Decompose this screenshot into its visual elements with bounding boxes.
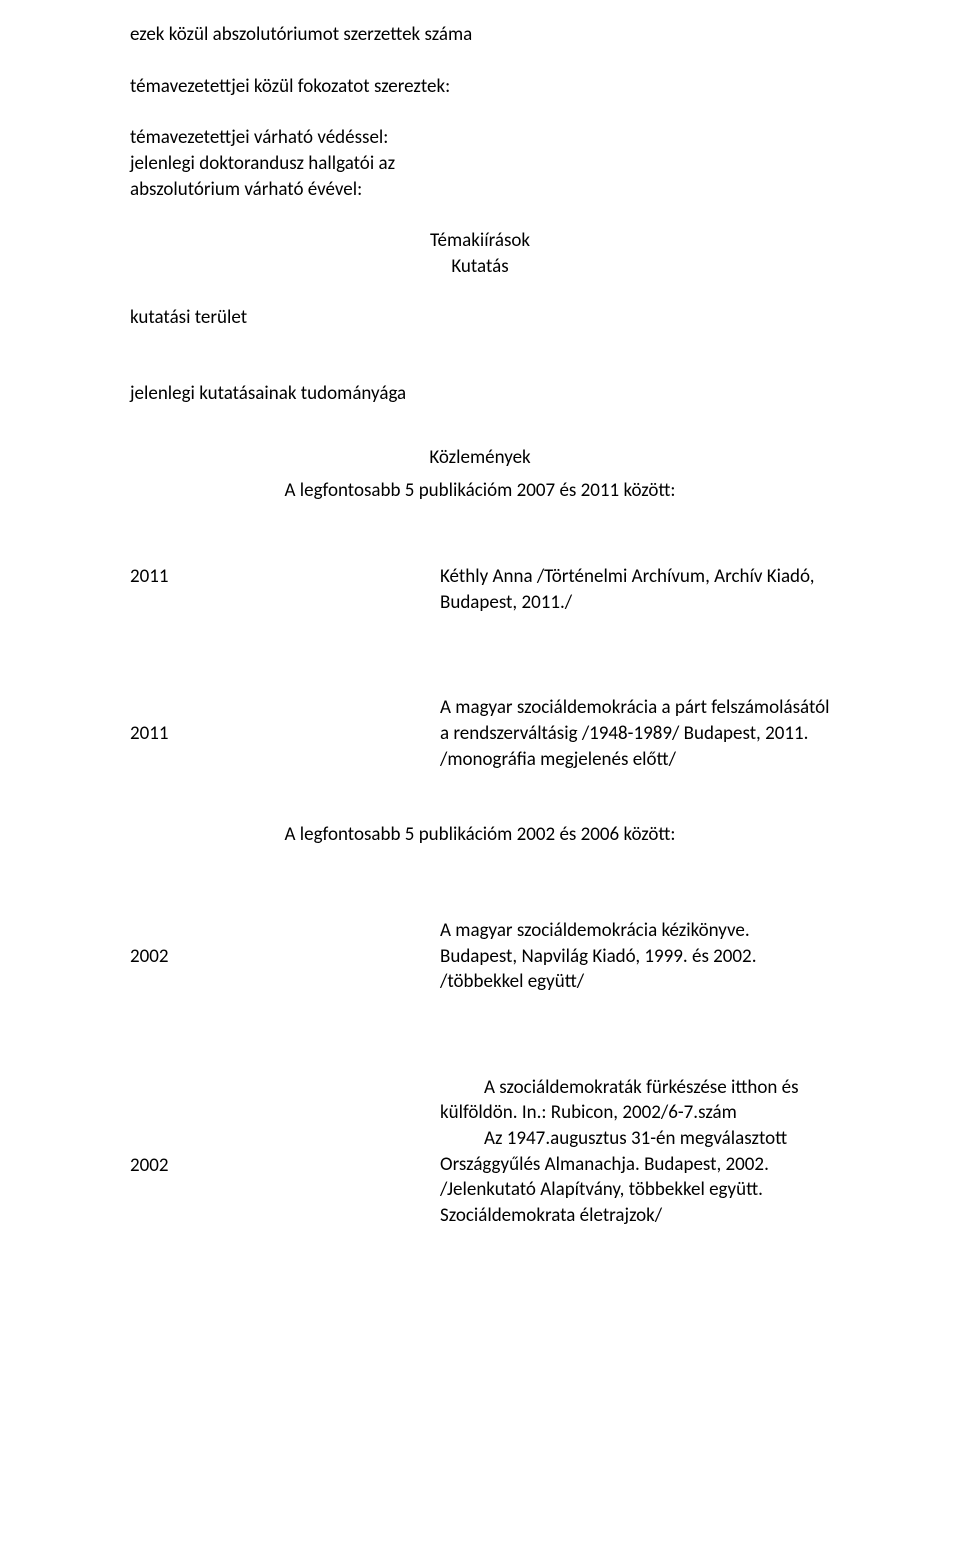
text-line: külföldön. In.: Rubicon, 2002/6-7.szám <box>440 1101 737 1124</box>
text-line: témavezetettjei várható védéssel: <box>130 126 388 149</box>
publication-entry: 2002 A szociáldemokraták fürkészése itth… <box>130 1075 830 1229</box>
text-line: Az 1947.augusztus 31-én megválasztott <box>440 1126 830 1152</box>
field-current-doctoral-2: abszolutórium várható évével: <box>130 177 830 203</box>
text-line: Szociáldemokrata életrajzok/ <box>440 1204 662 1227</box>
text-line: témavezetettjei közül fokozatot szerezte… <box>130 75 450 98</box>
publication-year: 2011 <box>130 564 440 590</box>
publication-entry: 2011 A magyar szociáldemokrácia a párt f… <box>130 695 830 772</box>
field-research-area: kutatási terület <box>130 305 830 331</box>
text-line: ezek közül abszolutóriumot szerzettek sz… <box>130 23 472 46</box>
field-supervised-defense: témavezetettjei várható védéssel: <box>130 125 830 151</box>
text-line: /Jelenkutató Alapítvány, többekkel együt… <box>440 1178 763 1201</box>
field-current-research-discipline: jelenlegi kutatásainak tudományága <box>130 381 830 407</box>
publication-description: A magyar szociáldemokrácia kézikönyve. B… <box>440 918 830 995</box>
publication-description: A magyar szociáldemokrácia a párt felszá… <box>440 695 830 772</box>
publication-entry: 2002 A magyar szociáldemokrácia kéziköny… <box>130 918 830 995</box>
text-line: jelenlegi kutatásainak tudományága <box>130 382 406 405</box>
text-line: kutatási terület <box>130 306 247 329</box>
text-line: Közlemények <box>429 446 530 469</box>
field-supervised-degree: témavezetettjei közül fokozatot szerezte… <box>130 74 830 100</box>
heading-top5-2002-2006: A legfontosabb 5 publikációm 2002 és 200… <box>130 822 830 848</box>
text-line: jelenlegi doktorandusz hallgatói az <box>130 152 395 175</box>
heading-research: Kutatás <box>130 254 830 280</box>
field-absolutorium-count: ezek közül abszolutóriumot szerzettek sz… <box>130 22 830 48</box>
publication-description: Kéthly Anna /Történelmi Archívum, Archív… <box>440 564 830 615</box>
heading-publications: Közlemények <box>130 445 830 471</box>
text-line: A szociáldemokraták fürkészése itthon és <box>440 1075 830 1101</box>
heading-topics: Témakiírások <box>130 228 830 254</box>
field-current-doctoral-1: jelenlegi doktorandusz hallgatói az <box>130 151 830 177</box>
text-line: A legfontosabb 5 publikációm 2002 és 200… <box>285 823 676 846</box>
text-line: Országgyűlés Almanachja. Budapest, 2002. <box>440 1153 769 1176</box>
publication-description: A szociáldemokraták fürkészése itthon és… <box>440 1075 830 1229</box>
publication-year: 2002 <box>130 918 440 970</box>
heading-top5-2007-2011: A legfontosabb 5 publikációm 2007 és 201… <box>130 478 830 504</box>
publication-year: 2002 <box>130 1075 440 1179</box>
text-line: Kutatás <box>451 255 508 278</box>
text-line: A legfontosabb 5 publikációm 2007 és 201… <box>285 479 676 502</box>
publication-year: 2011 <box>130 695 440 747</box>
document-page: ezek közül abszolutóriumot szerzettek sz… <box>0 0 960 1550</box>
publication-entry: 2011 Kéthly Anna /Történelmi Archívum, A… <box>130 564 830 615</box>
text-line: abszolutórium várható évével: <box>130 178 362 201</box>
text-line: Témakiírások <box>430 229 530 252</box>
